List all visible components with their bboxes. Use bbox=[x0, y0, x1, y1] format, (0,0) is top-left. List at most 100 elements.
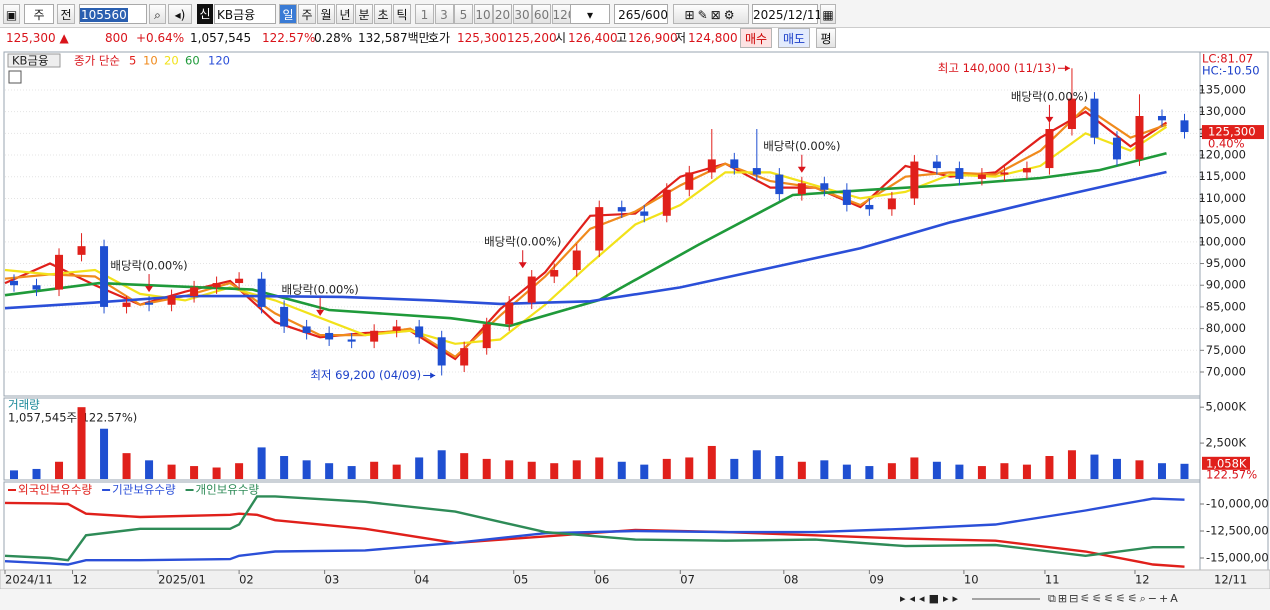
candle-body bbox=[820, 183, 829, 190]
volume-bar bbox=[842, 464, 851, 479]
candle-body bbox=[325, 332, 334, 340]
volume-bar bbox=[190, 466, 199, 479]
volume-bar bbox=[1000, 463, 1009, 479]
candle-body bbox=[572, 250, 581, 271]
search-icon[interactable]: ⌕ bbox=[149, 4, 166, 24]
candle-body bbox=[1135, 116, 1144, 160]
calendar-icon[interactable]: ▦ bbox=[820, 4, 836, 24]
sound-icon[interactable]: ◂) bbox=[168, 4, 192, 24]
volume-tag bbox=[1202, 456, 1250, 470]
quote-vol-ratio: 122.57% bbox=[262, 31, 316, 45]
menu-icon[interactable]: ▣ bbox=[3, 4, 20, 24]
candle-body bbox=[460, 348, 469, 366]
y-tick-label: 5,000K bbox=[1206, 400, 1247, 414]
high: 126,900 bbox=[628, 31, 678, 45]
candle-body bbox=[347, 339, 356, 342]
candle-body bbox=[167, 296, 176, 305]
legend-entry: 개인보유수량 bbox=[196, 483, 260, 497]
ma-line bbox=[4, 105, 1167, 359]
candle-body bbox=[595, 207, 604, 251]
unit-button[interactable]: 초 bbox=[374, 4, 392, 24]
dropdown[interactable]: ▾ bbox=[570, 4, 610, 24]
y-tick-label: 95,000 bbox=[1206, 256, 1246, 270]
candle-body bbox=[280, 306, 289, 327]
count-box: 265/600 bbox=[614, 4, 668, 24]
candle-body bbox=[1157, 116, 1166, 121]
volume-bar bbox=[550, 463, 559, 479]
minute-button[interactable]: 3 bbox=[434, 4, 454, 24]
code-text: 105560 bbox=[80, 8, 128, 22]
name-input[interactable]: KB금융 bbox=[214, 4, 276, 24]
arrow-head bbox=[1045, 116, 1054, 123]
volume-bar bbox=[77, 407, 86, 479]
minute-button[interactable]: 120 bbox=[551, 4, 575, 24]
unit-button[interactable]: 년 bbox=[336, 4, 354, 24]
x-tick-label: 04 bbox=[415, 573, 430, 587]
minute-button[interactable]: 60 bbox=[532, 4, 551, 24]
eval-button[interactable]: 평 bbox=[816, 28, 836, 48]
volume-bar bbox=[347, 466, 356, 479]
volume-bar bbox=[437, 450, 446, 479]
volume-tag-text: 1,058K bbox=[1206, 456, 1247, 470]
volume-bar bbox=[212, 467, 221, 479]
volume-bar bbox=[392, 464, 401, 479]
y-tick-label: 85,000 bbox=[1206, 299, 1246, 313]
panel-plot bbox=[4, 495, 1185, 568]
volume-bar bbox=[730, 458, 739, 479]
unit-button[interactable]: 일 bbox=[279, 4, 297, 24]
x-tick-label: 11 bbox=[1045, 573, 1060, 587]
legend-entry: 10 bbox=[143, 54, 158, 68]
tool-icons[interactable]: ⊞✎⊠⚙ bbox=[673, 4, 749, 24]
candle-body bbox=[77, 246, 86, 255]
code-input[interactable]: 105560 bbox=[79, 4, 147, 24]
candle-body bbox=[955, 168, 964, 179]
candle-body bbox=[910, 161, 919, 199]
open: 126,400 bbox=[568, 31, 618, 45]
prev-button[interactable]: 전 bbox=[57, 4, 75, 24]
minute-button[interactable]: 1 bbox=[415, 4, 434, 24]
x-tick-label: 2025/01 bbox=[158, 573, 206, 587]
volume-bar bbox=[302, 460, 311, 479]
volume-bar bbox=[797, 461, 806, 479]
candle-body bbox=[842, 189, 851, 205]
price-tag bbox=[1202, 125, 1264, 140]
unit-button[interactable]: 주 bbox=[298, 4, 316, 24]
minute-button[interactable]: 5 bbox=[454, 4, 473, 24]
minute-button[interactable]: 10 bbox=[473, 4, 493, 24]
volume-bar bbox=[325, 463, 334, 479]
volume-bar bbox=[932, 461, 941, 479]
x-tick-label: 07 bbox=[680, 573, 695, 587]
unit-button[interactable]: 월 bbox=[317, 4, 335, 24]
unit-button[interactable]: 틱 bbox=[393, 4, 411, 24]
candle-body bbox=[932, 161, 941, 169]
volume-bar bbox=[775, 456, 784, 479]
ma-legend-label: 종가 단순 bbox=[74, 54, 120, 68]
nav-buttons[interactable]: ▸◂◂■▸▸ bbox=[900, 592, 962, 605]
legend-entry: 기관보유수량 bbox=[112, 483, 176, 497]
candle-body bbox=[370, 330, 379, 342]
period-select[interactable]: 주 bbox=[24, 4, 54, 24]
volume-bar bbox=[1112, 458, 1121, 479]
ma-line bbox=[4, 170, 1167, 310]
date-input[interactable]: 2025/12/11 bbox=[752, 4, 822, 24]
sell-button[interactable]: 매도 bbox=[778, 28, 810, 48]
candle-body bbox=[887, 198, 896, 210]
candle-body bbox=[640, 211, 649, 216]
volume-bar bbox=[460, 453, 469, 479]
x-tick-label: 12 bbox=[73, 573, 88, 587]
volume-bar bbox=[122, 453, 131, 479]
volume-bar bbox=[280, 456, 289, 479]
y-tick-label: 120,000 bbox=[1198, 148, 1246, 162]
chart: KB금융 종가 단순 거래량 1,057,545주(122.57%) LC:81… bbox=[0, 49, 1270, 610]
arrow-head bbox=[518, 262, 527, 269]
buy-button[interactable]: 매수 bbox=[740, 28, 772, 48]
minute-button[interactable]: 30 bbox=[512, 4, 532, 24]
minute-button[interactable]: 20 bbox=[493, 4, 512, 24]
y-tick-label: 130,000 bbox=[1198, 104, 1246, 118]
arrow-head bbox=[430, 372, 436, 379]
tool-icons-bottom[interactable]: ⧉⊞⊟⚟⚟⚟⚟⚟⌕−+A bbox=[1048, 592, 1180, 605]
low: 124,800 bbox=[688, 31, 738, 45]
grid-icon[interactable] bbox=[8, 70, 22, 84]
unit-button[interactable]: 분 bbox=[355, 4, 373, 24]
legend-entry: 외국인보유수량 bbox=[18, 483, 92, 497]
